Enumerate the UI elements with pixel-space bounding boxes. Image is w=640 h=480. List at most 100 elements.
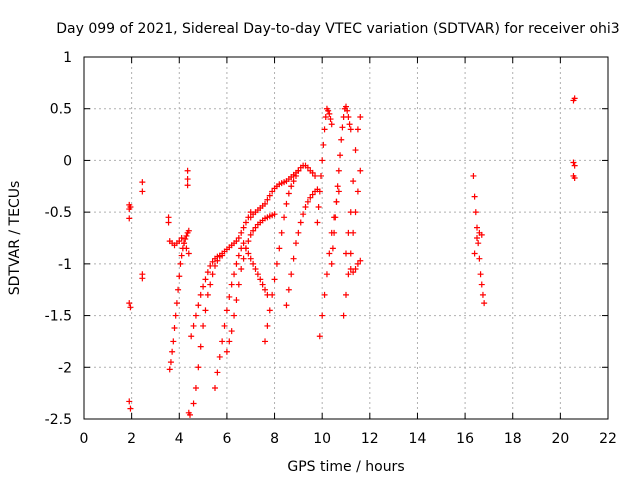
data-point xyxy=(474,224,480,231)
y-tick-labels: 1 0.5 0 -0.5 -1 -1.5 -2 -2.5 xyxy=(45,50,72,428)
series-12 xyxy=(314,105,335,226)
data-point xyxy=(185,250,192,257)
data-point xyxy=(216,353,223,360)
data-point xyxy=(175,286,182,293)
data-point xyxy=(571,175,578,182)
data-point xyxy=(302,203,309,210)
data-point xyxy=(254,271,261,278)
data-point xyxy=(126,300,133,307)
data-point xyxy=(481,300,488,307)
series-18 xyxy=(470,172,488,307)
data-point xyxy=(209,271,216,278)
data-point xyxy=(326,110,333,117)
data-point xyxy=(223,307,230,314)
x-tick-label: 6 xyxy=(222,431,231,447)
data-point xyxy=(319,157,326,164)
data-point xyxy=(326,250,333,257)
data-point xyxy=(307,194,314,201)
data-point xyxy=(290,178,297,185)
axis-ticks xyxy=(83,56,609,420)
data-point xyxy=(333,198,340,205)
y-tick-label: 0 xyxy=(63,153,72,169)
data-point xyxy=(247,214,254,221)
data-point xyxy=(472,209,479,216)
x-tick-label: 18 xyxy=(504,431,522,447)
data-point xyxy=(235,252,242,259)
data-point xyxy=(250,260,257,267)
series-11 xyxy=(283,186,321,309)
data-point xyxy=(197,291,204,298)
data-point xyxy=(204,269,211,276)
data-point xyxy=(228,328,235,335)
data-point xyxy=(184,167,191,174)
data-point xyxy=(212,384,218,391)
data-point xyxy=(242,245,249,252)
x-tick-label: 4 xyxy=(175,431,184,447)
plot-frame xyxy=(83,56,609,420)
data-point xyxy=(202,276,209,283)
data-point xyxy=(214,369,221,376)
data-point xyxy=(478,281,485,288)
data-point xyxy=(173,300,180,307)
data-point xyxy=(200,283,207,290)
data-point xyxy=(283,302,290,309)
data-point xyxy=(139,188,146,195)
data-point xyxy=(276,245,283,252)
data-point xyxy=(166,366,173,373)
data-point xyxy=(352,147,359,154)
series-10 xyxy=(247,167,302,221)
data-point xyxy=(345,271,352,278)
y-tick-label: 1 xyxy=(63,50,72,66)
data-point xyxy=(167,359,174,366)
data-point xyxy=(207,281,214,288)
x-tick-label: 16 xyxy=(456,431,474,447)
data-point xyxy=(347,209,354,216)
data-point xyxy=(314,219,321,226)
y-tick-label: -1.5 xyxy=(45,309,72,325)
data-point xyxy=(170,338,177,345)
data-point xyxy=(478,231,485,238)
data-point xyxy=(271,211,278,218)
data-point xyxy=(240,240,247,247)
data-point xyxy=(304,164,311,171)
data-point xyxy=(233,297,240,304)
data-point xyxy=(197,343,204,350)
data-point xyxy=(245,250,252,257)
data-point xyxy=(345,229,352,236)
data-point xyxy=(207,262,214,269)
series-1 xyxy=(126,179,172,412)
data-point xyxy=(177,260,184,267)
data-point xyxy=(292,240,299,247)
series-15 xyxy=(340,167,364,319)
data-point xyxy=(266,192,273,199)
series-7 xyxy=(212,240,271,391)
data-point xyxy=(316,188,323,195)
data-point xyxy=(343,291,349,298)
x-tick-label: 14 xyxy=(409,431,427,447)
data-point xyxy=(335,188,342,195)
data-point xyxy=(329,245,336,252)
data-point xyxy=(192,384,199,391)
data-point xyxy=(221,322,228,329)
x-tick-label: 20 xyxy=(551,431,569,447)
x-axis-label: GPS time / hours xyxy=(287,459,404,475)
data-point xyxy=(335,167,342,174)
data-point xyxy=(165,219,172,226)
y-tick-label: -2.5 xyxy=(45,412,72,428)
data-point xyxy=(127,203,134,210)
data-point xyxy=(185,227,192,234)
data-point xyxy=(350,178,357,185)
data-point xyxy=(223,348,230,355)
data-point xyxy=(327,116,334,123)
y-tick-label: -1 xyxy=(58,257,72,273)
data-point xyxy=(238,266,245,273)
data-point xyxy=(127,304,134,311)
data-point xyxy=(184,176,191,183)
x-tick-label: 8 xyxy=(270,431,279,447)
chart-title: Day 099 of 2021, Sidereal Day-to-day VTE… xyxy=(56,21,619,37)
data-point xyxy=(477,271,484,278)
data-point xyxy=(283,200,290,207)
data-point xyxy=(238,229,245,236)
data-point xyxy=(571,162,578,169)
data-point xyxy=(285,190,292,197)
